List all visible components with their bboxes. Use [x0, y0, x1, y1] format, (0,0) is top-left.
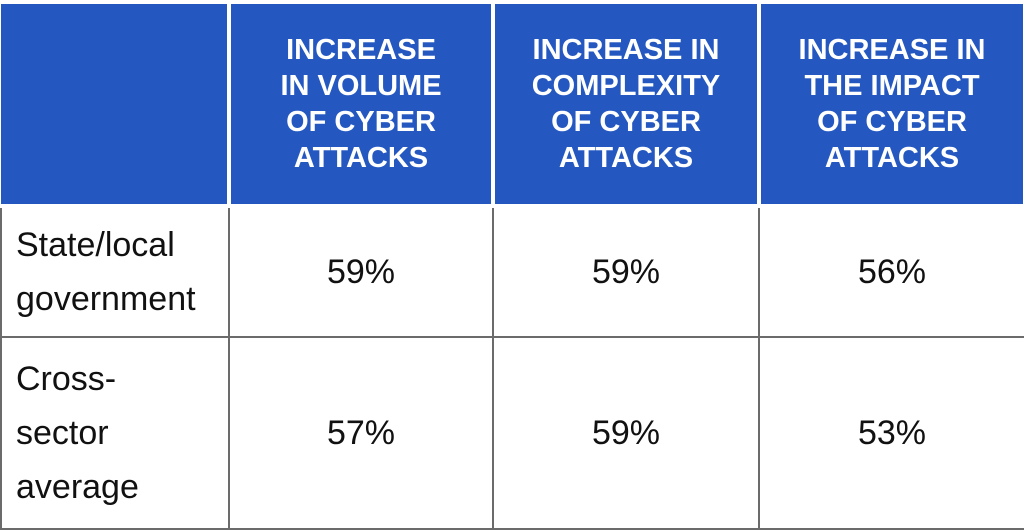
column-header-line: OF CYBER — [551, 106, 701, 138]
column-header-line: INCREASE IN — [798, 34, 986, 66]
column-header-line: ATTACKS — [824, 142, 960, 174]
column-header: INCREASE IN THE IMPACT OF CYBER ATTACKS — [757, 0, 1024, 208]
column-header-line: IN VOLUME — [280, 70, 442, 102]
column-header-line: ATTACKS — [293, 142, 429, 174]
header-corner-cell — [1, 0, 231, 208]
row-label-line: average — [16, 468, 139, 506]
table-cell: 59% — [228, 205, 494, 338]
row-label-line: government — [16, 280, 196, 318]
table-row: Cross- sector average 57% 59% 53% — [0, 336, 1024, 530]
row-label-line: sector — [16, 414, 109, 452]
table-cell: 59% — [492, 205, 760, 338]
row-label: Cross- sector average — [0, 336, 230, 530]
column-header: INCREASE IN VOLUME OF CYBER ATTACKS — [227, 0, 495, 208]
table-cell: 53% — [758, 336, 1024, 530]
column-header-line: INCREASE IN — [532, 34, 720, 66]
table-header-row: INCREASE IN VOLUME OF CYBER ATTACKS INCR… — [1, 0, 1024, 208]
column-header-line: THE IMPACT — [804, 70, 980, 102]
row-label-line: State/local — [16, 226, 175, 264]
column-header-line: OF CYBER — [286, 106, 436, 138]
table-cell: 57% — [228, 336, 494, 530]
table-cell: 56% — [758, 205, 1024, 338]
table-cell: 59% — [492, 336, 760, 530]
column-header-line: ATTACKS — [558, 142, 694, 174]
column-header-line: OF CYBER — [817, 106, 967, 138]
row-label-line: Cross- — [16, 360, 117, 398]
column-header-line: INCREASE — [286, 34, 436, 66]
table-row: State/local government 59% 59% 56% — [0, 205, 1024, 338]
row-label: State/local government — [0, 205, 230, 338]
column-header-line: COMPLEXITY — [531, 70, 721, 102]
column-header: INCREASE IN COMPLEXITY OF CYBER ATTACKS — [491, 0, 761, 208]
